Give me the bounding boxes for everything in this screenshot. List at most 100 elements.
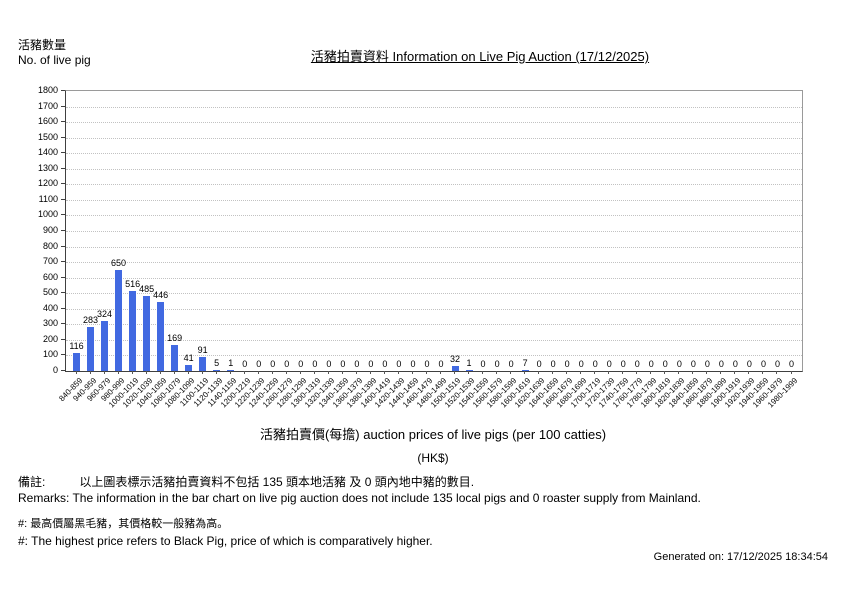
x-axis-tick-mark <box>187 371 189 374</box>
x-axis-tick-mark <box>103 371 105 374</box>
gridline <box>66 324 802 326</box>
bar <box>87 327 95 371</box>
gridline <box>66 231 802 232</box>
x-axis-tick-mark <box>748 371 750 374</box>
x-axis-tick-mark <box>454 371 456 374</box>
x-axis-tick-mark <box>790 371 792 374</box>
bar-value-label: 283 <box>83 315 99 325</box>
y-axis-tick-mark <box>61 245 65 247</box>
bar <box>73 353 80 371</box>
bar-value-label: 0 <box>732 359 738 369</box>
bar-value-label: 324 <box>97 309 113 319</box>
y-axis-tick-mark <box>61 121 65 123</box>
bar-chart-plot-area: 116 283 324 650 516 485 446 169 41 91 5 1 0 0 0 0 0 0 0 0 0 0… <box>65 90 803 372</box>
bar-value-label: 0 <box>648 359 654 369</box>
x-axis-title: 活豬拍賣價(每擔) auction prices of live pigs (p… <box>259 427 607 442</box>
generated-timestamp: Generated on: 17/12/2025 18:34:54 <box>653 551 828 563</box>
bar-value-label: 0 <box>354 359 360 369</box>
bar-value-label: 0 <box>242 359 248 369</box>
y-axis-tick-label: 1600 <box>37 116 58 127</box>
y-axis-tick-label: 900 <box>42 225 58 235</box>
x-axis-tick-mark <box>369 371 371 374</box>
y-axis-tick-label: 200 <box>42 333 58 344</box>
y-axis-tick-label: 500 <box>42 287 58 298</box>
bar-value-label: 0 <box>312 359 318 369</box>
bar-value-label: 0 <box>382 359 388 369</box>
bar-value-label: 0 <box>564 359 570 369</box>
bar <box>465 370 473 371</box>
gridline <box>66 277 802 279</box>
x-axis-tick-mark <box>159 371 161 374</box>
x-axis-tick-mark <box>496 371 498 374</box>
bar-value-label: 0 <box>550 359 556 369</box>
bar-value-label: 0 <box>438 359 444 369</box>
gridline <box>66 199 802 201</box>
bar-value-label: 0 <box>690 359 696 369</box>
gridline <box>66 293 802 295</box>
y-axis-tick-mark <box>61 183 65 185</box>
x-axis-tick-mark <box>720 371 722 374</box>
x-axis-tick-mark <box>75 371 77 374</box>
bar-value-label: 116 <box>69 341 84 351</box>
bar-value-label: 0 <box>410 359 416 369</box>
x-axis-tick-mark <box>734 371 736 374</box>
y-axis-unit-zh: 活豬數量 <box>18 38 67 52</box>
y-axis-tick-label: 1000 <box>37 209 58 220</box>
bar <box>521 370 529 371</box>
bar-value-label: 0 <box>536 359 542 369</box>
bar-value-label: 0 <box>298 359 304 369</box>
bar <box>213 370 221 371</box>
bar-value-label: 0 <box>718 359 724 369</box>
bar-value-label: 0 <box>620 359 626 369</box>
x-axis-tick-mark <box>397 371 399 374</box>
gridline <box>66 137 802 139</box>
gridline <box>66 184 802 186</box>
black-pig-note-en: #: The highest price refers to Black Pig… <box>18 534 433 548</box>
bar <box>101 321 109 371</box>
bar-value-label: 0 <box>396 359 402 369</box>
x-axis-tick-mark <box>313 371 315 374</box>
y-axis-tick-mark <box>61 292 65 294</box>
x-axis-tick-mark <box>692 371 694 374</box>
gridline <box>66 168 802 170</box>
bar-value-label: 0 <box>676 359 682 369</box>
x-axis-tick-mark <box>327 371 329 374</box>
y-axis-tick-mark <box>61 370 65 371</box>
bar-value-label: 0 <box>578 359 584 369</box>
x-axis-tick-mark <box>664 371 666 374</box>
bar <box>157 302 165 371</box>
y-axis-tick-mark <box>61 354 65 356</box>
y-axis-tick-mark <box>61 261 65 263</box>
y-axis-tick-label: 1500 <box>37 131 58 142</box>
bar-value-label: 0 <box>746 359 752 369</box>
x-axis-tick-mark <box>285 371 287 374</box>
y-axis-tick-mark <box>61 90 65 91</box>
y-axis-tick-label: 700 <box>42 256 58 267</box>
bar-value-label: 516 <box>125 279 141 289</box>
remarks-en: Remarks: The information in the bar char… <box>18 491 701 505</box>
x-axis-tick-mark <box>706 371 708 374</box>
x-axis-tick-mark <box>622 371 624 374</box>
y-axis-tick-label: 1100 <box>38 193 58 204</box>
remarks-zh-label: 備註: <box>18 475 46 489</box>
x-axis-tick-mark <box>552 371 554 374</box>
y-axis-tick-mark <box>61 105 65 107</box>
black-pig-note-zh: #: 最高價屬黑毛豬，其價格較一般豬為高。 <box>18 518 229 530</box>
y-axis-tick-mark <box>61 338 65 340</box>
x-axis-tick-mark <box>776 371 778 374</box>
x-axis-tick-mark <box>425 371 427 374</box>
x-axis-tick-mark <box>594 371 596 374</box>
y-axis-tick-label: 1200 <box>37 178 58 189</box>
remarks-zh-text: 以上圖表標示活豬拍賣資料不包括 135 頭本地活豬 及 0 頭內地中豬的數目. <box>79 475 475 489</box>
bar-value-label: 0 <box>368 359 374 369</box>
bar-value-label: 0 <box>774 359 780 369</box>
y-axis-tick-label: 0 <box>52 365 58 375</box>
gridline <box>66 339 802 341</box>
y-axis-tick-label: 100 <box>42 349 58 360</box>
x-axis-tick-mark <box>580 371 582 374</box>
x-axis-tick-mark <box>678 371 680 374</box>
bar <box>451 366 459 371</box>
x-axis-tick-mark <box>383 371 385 374</box>
bar-value-label: 0 <box>662 359 668 369</box>
